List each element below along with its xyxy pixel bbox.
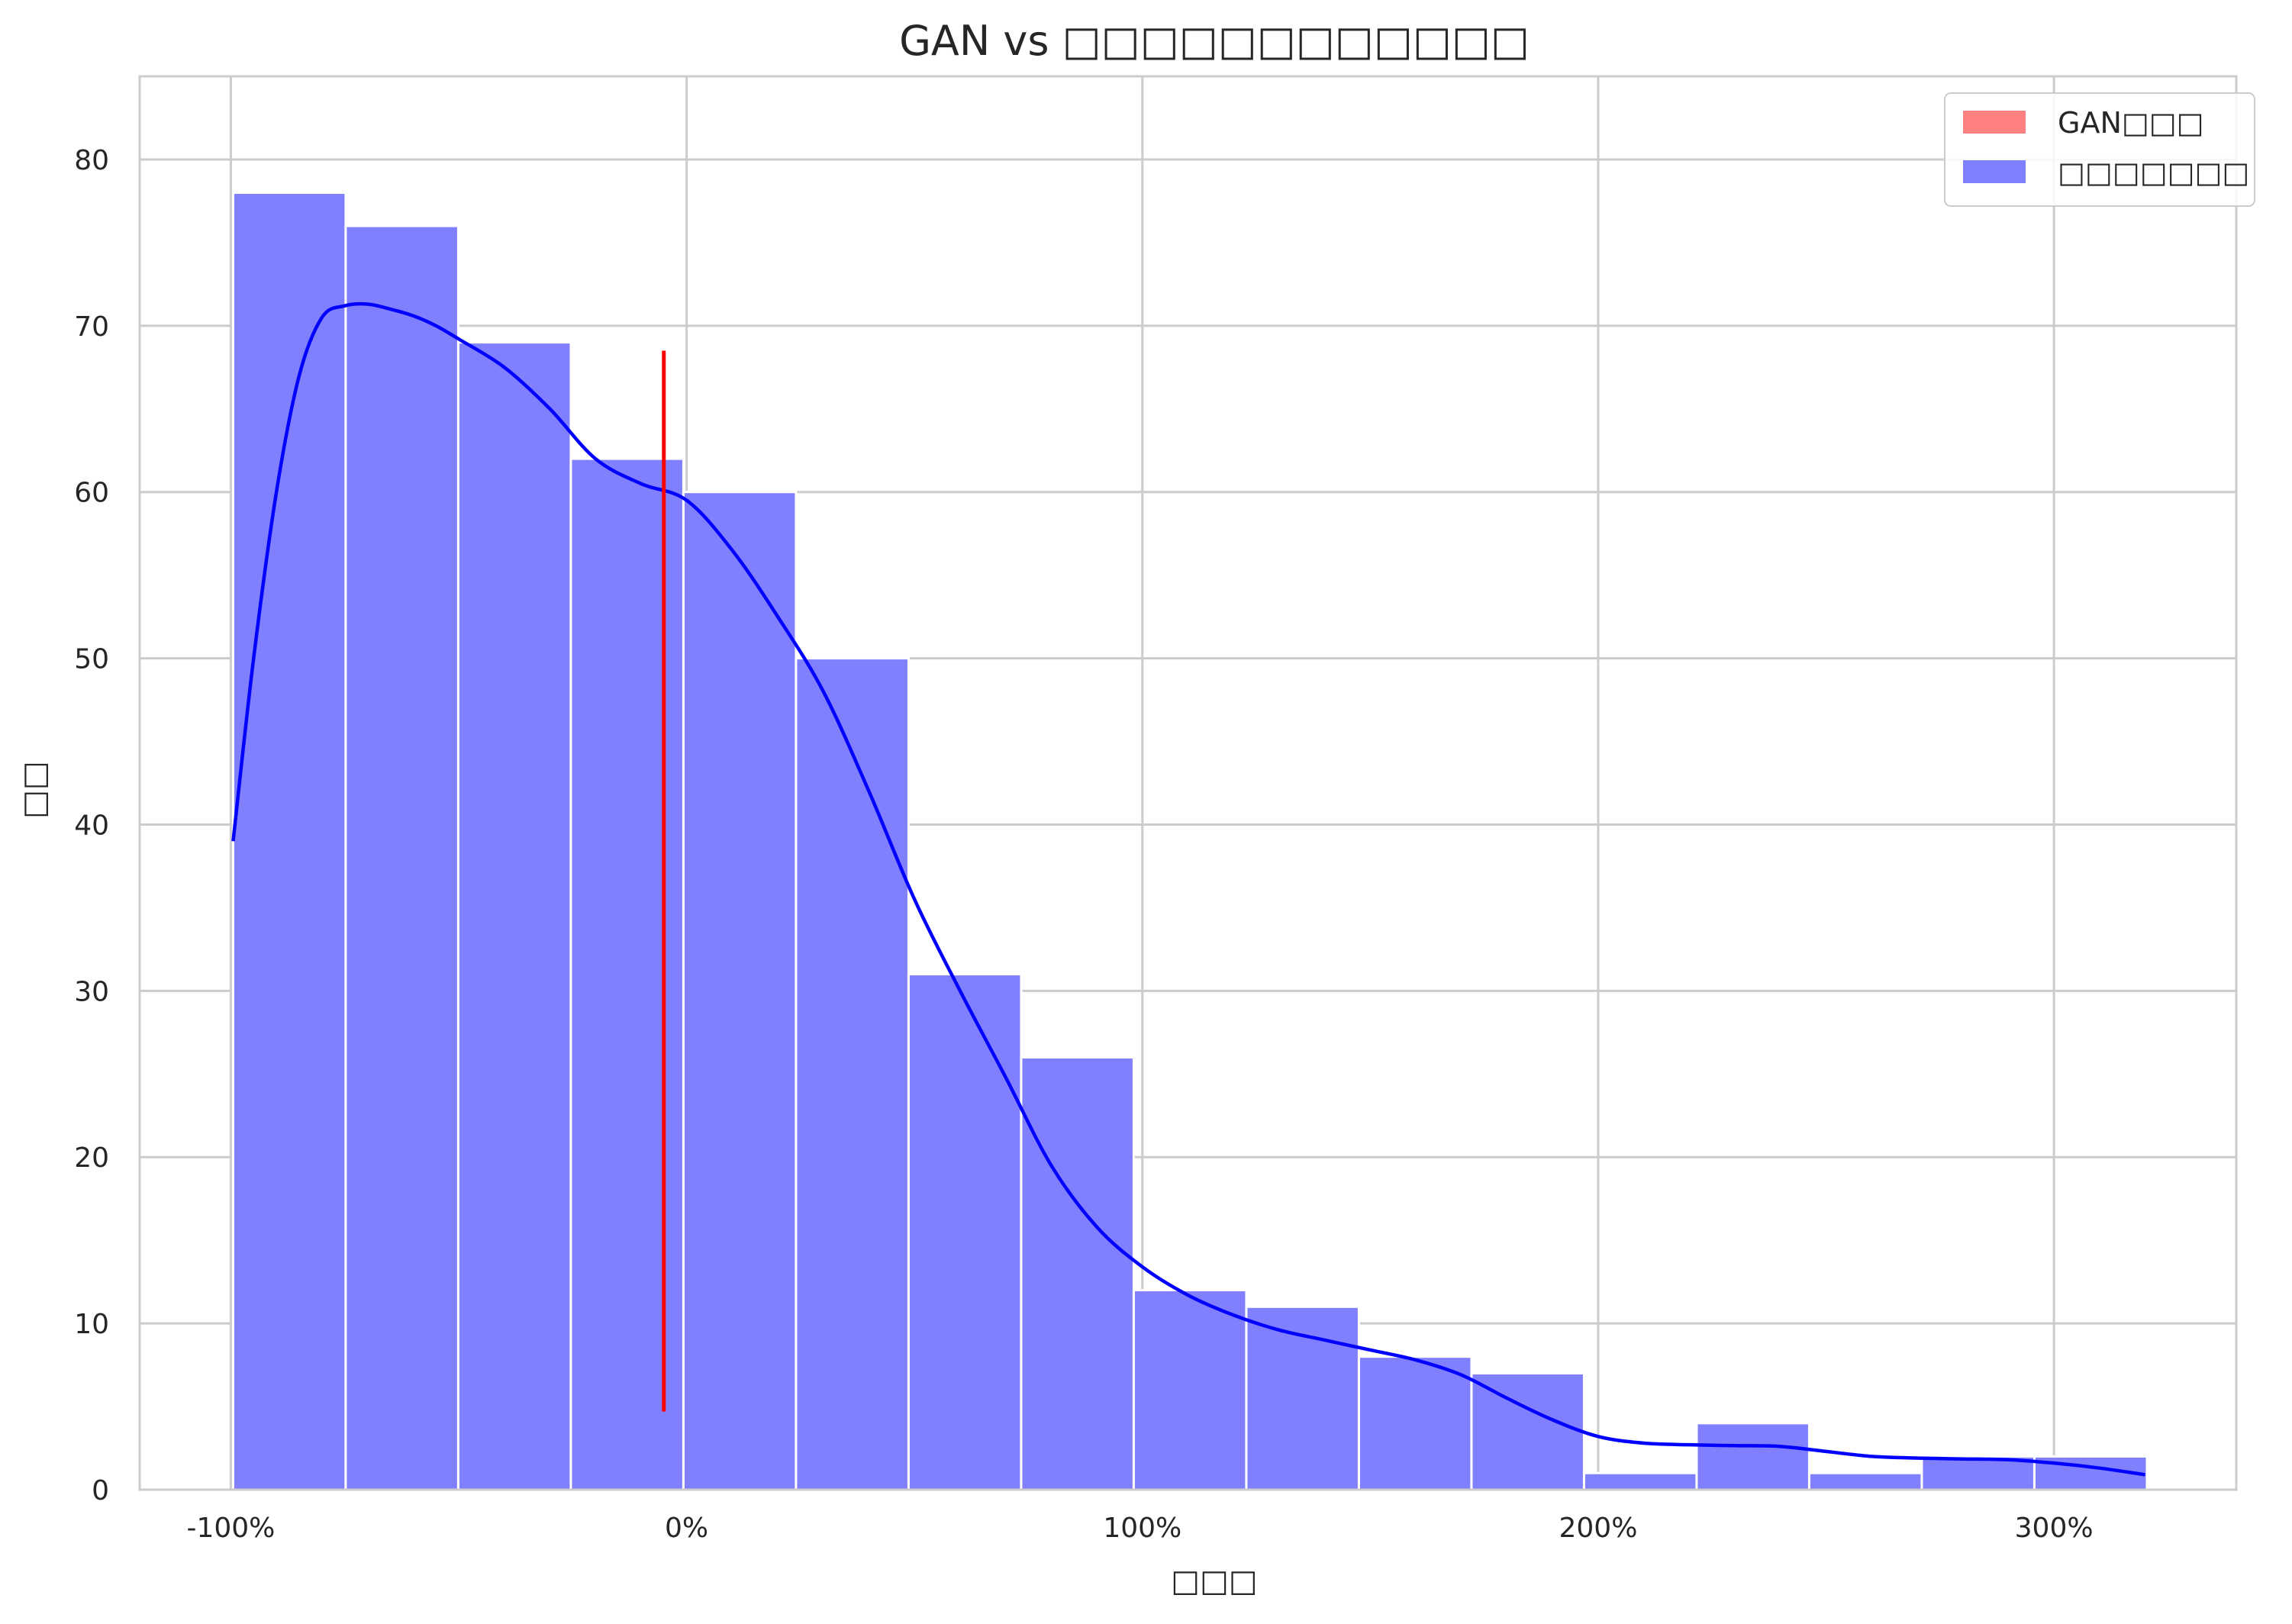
legend-label-baseline: □□□□□□□: [2058, 156, 2249, 189]
legend-swatch-gan: [1963, 111, 2026, 134]
x-axis-label: □□□: [1171, 1564, 1257, 1599]
histogram-bar: [1807, 1471, 1923, 1491]
y-tick-label: 30: [74, 976, 109, 1007]
histogram-bar: [1357, 1355, 1473, 1491]
kde-curve: [231, 301, 2145, 1477]
y-axis-label: □□: [17, 761, 52, 819]
plot-frame: [138, 75, 2238, 1491]
histogram-bars: [231, 192, 2149, 1491]
histogram-bar: [1245, 1305, 1360, 1491]
x-tick-label: 100%: [1103, 1513, 1181, 1544]
histogram-bar: [1020, 1056, 1135, 1491]
chart-title: GAN vs □□□□□□□□□□□□: [899, 17, 1530, 65]
histogram-bar: [907, 973, 1023, 1491]
y-tick-label: 50: [74, 644, 109, 675]
histogram-bar: [1582, 1471, 1698, 1491]
y-tick-label: 0: [92, 1475, 109, 1506]
y-tick-label: 20: [74, 1142, 109, 1174]
histogram-bar: [569, 457, 685, 1491]
histogram-bar: [1695, 1422, 1810, 1491]
y-tick-label: 10: [74, 1309, 109, 1340]
histogram-bar: [1132, 1289, 1248, 1491]
y-tick-label: 80: [74, 145, 109, 176]
legend-swatch-baseline: [1963, 160, 2026, 183]
histogram-bar: [344, 224, 459, 1491]
histogram-bar: [456, 341, 572, 1491]
x-tick-label: 300%: [2015, 1513, 2094, 1544]
x-tick-label: 0%: [665, 1513, 708, 1544]
y-tick-label: 40: [74, 810, 109, 841]
histogram-bar: [795, 657, 910, 1491]
x-tick-labels: -100% 0% 100% 200% 300%: [186, 1513, 2093, 1544]
y-tick-labels: 0 10 20 30 40 50 60 70 80: [74, 145, 109, 1506]
x-tick-label: -100%: [186, 1513, 275, 1544]
y-tick-label: 70: [74, 311, 109, 343]
x-tick-label: 200%: [1559, 1513, 1637, 1544]
histogram-bar: [1470, 1371, 1585, 1491]
histogram-bar: [231, 192, 347, 1491]
kde-layer: [231, 301, 2145, 1477]
legend: GAN□□□ □□□□□□□: [1944, 92, 2255, 207]
histogram-bar: [682, 491, 798, 1491]
histogram-bar: [1920, 1455, 2036, 1491]
legend-label-gan: GAN□□□: [2058, 106, 2204, 140]
y-tick-label: 60: [74, 478, 109, 509]
